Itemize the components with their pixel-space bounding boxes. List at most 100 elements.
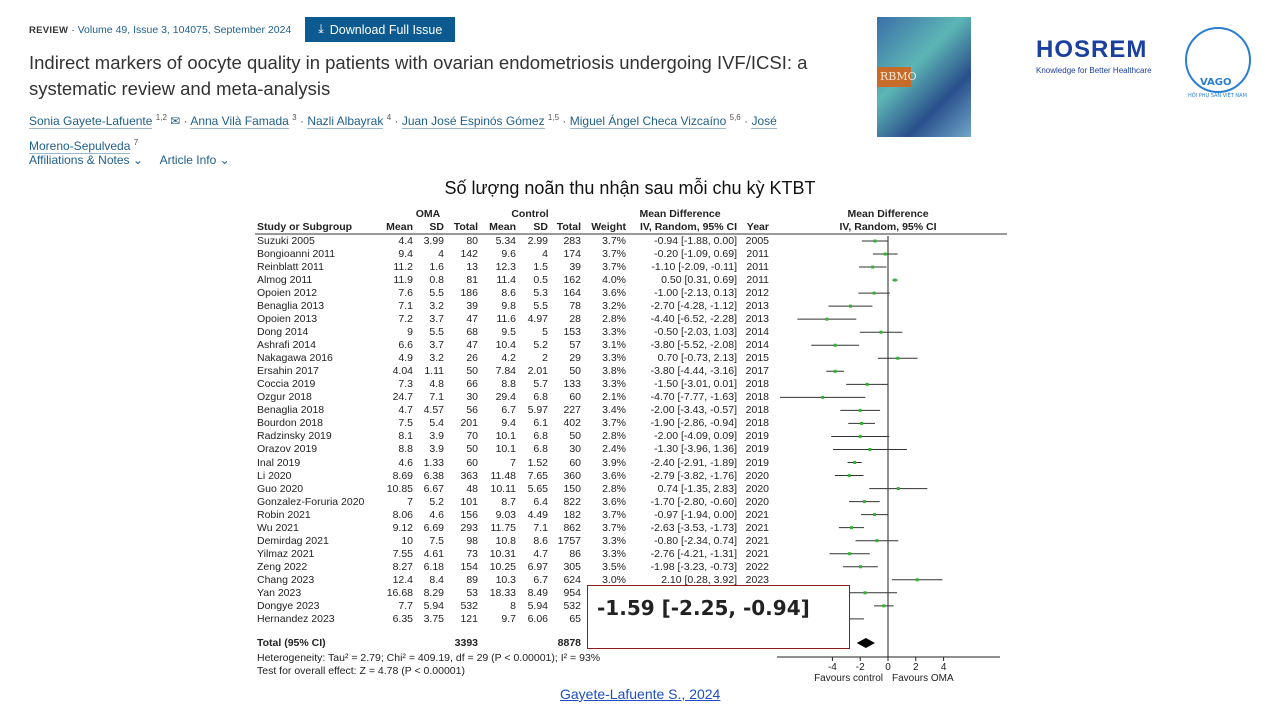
- cell-w: 2.8%: [602, 430, 626, 443]
- cell-w: 2.1%: [602, 391, 626, 404]
- cell-w: 3.7%: [602, 521, 626, 534]
- cell-sd1: 7.5: [429, 534, 444, 547]
- cell-sd2: 8.49: [527, 586, 548, 599]
- study-name: Orazov 2019: [257, 443, 318, 456]
- cell-sd1: 6.38: [423, 469, 444, 482]
- cell-sd1: 8.29: [423, 586, 444, 599]
- cell-n1: 532: [460, 599, 478, 612]
- cell-n2: 65: [569, 612, 581, 625]
- cell-w: 3.3%: [602, 534, 626, 547]
- cell-sd2: 5: [542, 326, 548, 339]
- cell-n1: 13: [466, 261, 478, 274]
- cell-m2: 11.48: [490, 469, 517, 482]
- study-name: Opoien 2013: [257, 313, 318, 326]
- study-name: Li 2020: [257, 469, 292, 482]
- article-type: REVIEW: [29, 24, 69, 36]
- x-tick-label: -4: [828, 662, 837, 673]
- cell-sd1: 8.4: [429, 573, 444, 586]
- cell-n1: 363: [460, 469, 478, 482]
- author-link[interactable]: José Moreno-Sepulveda: [29, 114, 777, 154]
- author-link[interactable]: Anna Vilà Famada: [190, 114, 289, 129]
- cell-n2: 402: [563, 417, 581, 430]
- header-oma-sd: SD: [429, 221, 444, 233]
- cell-n2: 227: [563, 404, 581, 417]
- cell-sd2: 2.99: [527, 235, 548, 247]
- affiliations-toggle[interactable]: Affiliations & Notes ⌄: [29, 153, 143, 167]
- cell-year: 2018: [745, 404, 769, 417]
- article-info-label: Article Info: [159, 153, 217, 167]
- cell-md_text: -1.70 [-2.80, -0.60]: [650, 495, 737, 508]
- cell-n2: 86: [569, 547, 581, 560]
- author-link[interactable]: Nazli Albayrak: [307, 114, 384, 129]
- cell-m1: 4.4: [398, 235, 413, 247]
- cell-m1: 9.12: [392, 521, 413, 534]
- cell-m1: 7.3: [398, 378, 413, 391]
- cell-w: 2.8%: [602, 313, 626, 326]
- separator: ·: [299, 114, 304, 128]
- study-name: Gonzalez-Foruria 2020: [257, 495, 365, 508]
- cell-year: 2014: [745, 326, 769, 339]
- hosrem-logo: HOSREM: [1036, 36, 1148, 63]
- article-info-toggle[interactable]: Article Info ⌄: [160, 153, 230, 167]
- author-link[interactable]: Miguel Ángel Checa Vizcaíno: [569, 114, 727, 129]
- author-link[interactable]: Juan José Espinós Gómez: [401, 114, 545, 129]
- point-estimate: [848, 552, 852, 556]
- x-tick-label: 2: [913, 662, 919, 673]
- cell-n2: 153: [563, 326, 581, 339]
- author-affiliation: 7: [133, 138, 139, 147]
- cell-m2: 7.84: [495, 365, 516, 378]
- cell-sd2: 8.6: [533, 534, 548, 547]
- cell-sd1: 4.6: [429, 508, 444, 521]
- point-estimate: [858, 434, 862, 438]
- issue-citation-link[interactable]: Volume 49, Issue 3, 104075, September 20…: [77, 23, 292, 36]
- study-name: Reinblatt 2011: [257, 261, 324, 274]
- author-affiliation: 1,5: [547, 113, 560, 122]
- source-citation-link[interactable]: Gayete-Lafuente S., 2024: [560, 686, 721, 702]
- cell-md_text: -0.80 [-2.34, 0.74]: [654, 534, 737, 547]
- study-name: Coccia 2019: [257, 378, 316, 391]
- point-estimate: [915, 578, 919, 582]
- cell-n2: 60: [569, 391, 581, 404]
- cell-m1: 8.27: [392, 560, 413, 573]
- email-icon[interactable]: ✉: [170, 114, 181, 128]
- point-estimate: [862, 500, 866, 504]
- favours-right-label: Favours OMA: [892, 673, 954, 684]
- header-study: Study or Subgroup: [257, 221, 353, 233]
- cell-year: 2011: [746, 248, 769, 261]
- point-estimate: [868, 447, 872, 451]
- cell-m2: 11.4: [496, 274, 516, 287]
- author-link[interactable]: Sonia Gayete-Lafuente: [29, 114, 153, 129]
- cell-n2: 133: [563, 378, 581, 391]
- cell-md_text: -0.50 [-2.03, 1.03]: [654, 326, 737, 339]
- cell-m2: 10.1: [495, 443, 516, 456]
- cell-year: 2020: [745, 469, 769, 482]
- article-topbar: REVIEW · Volume 49, Issue 3, 104075, Sep…: [29, 17, 456, 42]
- study-name: Inal 2019: [257, 456, 301, 469]
- cell-md_text: -0.20 [-1.09, 0.69]: [654, 248, 737, 261]
- article-links: Affiliations & Notes ⌄ Article Info ⌄: [29, 153, 244, 167]
- cell-w: 3.3%: [602, 352, 626, 365]
- cell-n1: 53: [466, 586, 478, 599]
- cell-n2: 532: [563, 599, 581, 612]
- cell-w: 3.5%: [602, 560, 626, 573]
- cell-sd1: 5.2: [429, 495, 444, 508]
- header-oma-total: Total: [453, 221, 478, 233]
- cell-m1: 11.2: [393, 261, 413, 274]
- study-name: Benaglia 2013: [257, 300, 325, 313]
- journal-cover-title: RBMO: [877, 67, 917, 87]
- study-name: Bongioanni 2011: [257, 248, 336, 261]
- cell-m2: 11.6: [496, 313, 516, 326]
- cell-w: 3.2%: [602, 300, 626, 313]
- point-estimate: [858, 565, 862, 569]
- cell-year: 2019: [745, 456, 769, 469]
- cell-year: 2022: [745, 560, 769, 573]
- study-name: Nakagawa 2016: [257, 352, 333, 365]
- download-full-issue-button[interactable]: ⤓ Download Full Issue: [305, 17, 456, 42]
- cell-sd2: 6.8: [533, 430, 548, 443]
- point-estimate: [849, 526, 853, 530]
- cell-m1: 8.06: [392, 508, 413, 521]
- point-estimate: [875, 539, 879, 543]
- cell-n2: 954: [563, 586, 581, 599]
- pooled-estimate-highlight: -1.59 [-2.25, -0.94]: [587, 585, 850, 649]
- cell-sd1: 3.75: [423, 612, 444, 625]
